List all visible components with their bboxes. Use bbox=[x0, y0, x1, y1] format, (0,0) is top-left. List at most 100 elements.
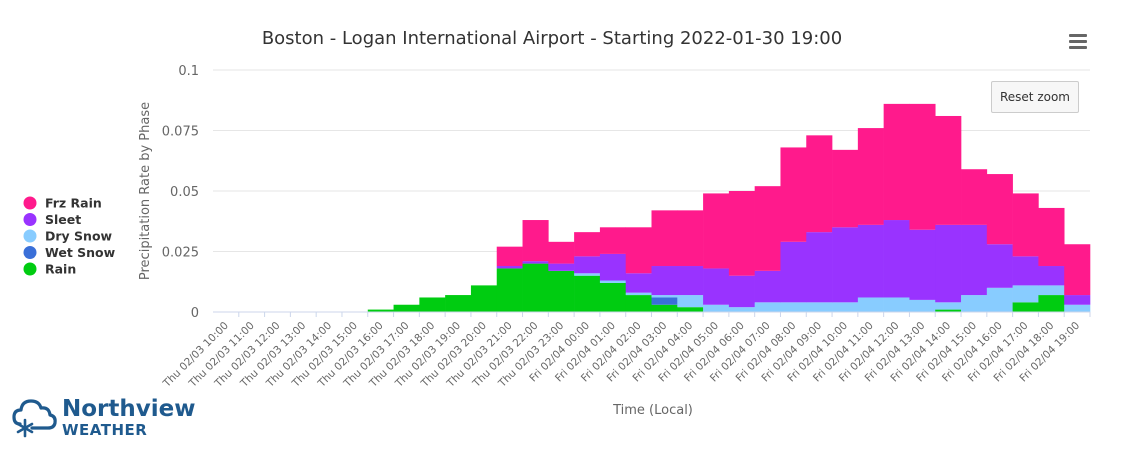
bar-dry-snow[interactable] bbox=[728, 307, 755, 312]
bar-frz-rain[interactable] bbox=[883, 103, 910, 221]
bar-frz-rain[interactable] bbox=[986, 174, 1013, 245]
bar-rain[interactable] bbox=[393, 304, 420, 312]
legend-item-sleet[interactable]: Sleet bbox=[23, 212, 82, 227]
bar-frz-rain[interactable] bbox=[677, 210, 704, 267]
bar-sleet[interactable] bbox=[1038, 266, 1065, 286]
bar-frz-rain[interactable] bbox=[780, 147, 807, 242]
bar-sleet[interactable] bbox=[1064, 295, 1091, 305]
bar-dry-snow[interactable] bbox=[883, 297, 910, 312]
legend-label: Frz Rain bbox=[45, 196, 102, 211]
bar-dry-snow[interactable] bbox=[651, 295, 678, 298]
bar-frz-rain[interactable] bbox=[625, 227, 652, 274]
legend-item-frz-rain[interactable]: Frz Rain bbox=[23, 196, 102, 211]
bar-sleet[interactable] bbox=[857, 224, 884, 298]
bar-dry-snow[interactable] bbox=[1064, 304, 1091, 312]
bar-sleet[interactable] bbox=[832, 227, 859, 303]
bar-rain[interactable] bbox=[1038, 295, 1065, 312]
bar-dry-snow[interactable] bbox=[1012, 285, 1039, 303]
bar-dry-snow[interactable] bbox=[574, 273, 601, 276]
bar-sleet[interactable] bbox=[496, 266, 523, 269]
bar-rain[interactable] bbox=[419, 297, 446, 312]
bar-dry-snow[interactable] bbox=[986, 287, 1013, 312]
bar-frz-rain[interactable] bbox=[961, 169, 988, 225]
bar-frz-rain[interactable] bbox=[522, 220, 549, 262]
reset-zoom-button[interactable]: Reset zoom bbox=[991, 81, 1079, 113]
chart-title: Boston - Logan International Airport - S… bbox=[262, 28, 842, 49]
bar-dry-snow[interactable] bbox=[832, 302, 859, 312]
bar-rain[interactable] bbox=[470, 285, 498, 312]
bar-dry-snow[interactable] bbox=[909, 299, 936, 312]
bar-sleet[interactable] bbox=[548, 263, 575, 271]
bar-dry-snow[interactable] bbox=[1038, 285, 1065, 296]
legend-item-dry-snow[interactable]: Dry Snow bbox=[23, 229, 113, 244]
bar-frz-rain[interactable] bbox=[754, 186, 781, 271]
bar-dry-snow[interactable] bbox=[625, 292, 652, 296]
bar-sleet[interactable] bbox=[986, 244, 1013, 288]
bar-sleet[interactable] bbox=[909, 229, 936, 300]
legend-item-rain[interactable]: Rain bbox=[23, 262, 77, 277]
bar-rain[interactable] bbox=[935, 309, 962, 312]
bar-sleet[interactable] bbox=[806, 232, 833, 303]
bar-rain[interactable] bbox=[625, 295, 652, 312]
bar-frz-rain[interactable] bbox=[832, 149, 859, 228]
bar-rain[interactable] bbox=[1012, 302, 1039, 312]
bar-series bbox=[367, 103, 1091, 312]
bar-sleet[interactable] bbox=[599, 253, 627, 281]
bar-dry-snow[interactable] bbox=[599, 280, 627, 283]
bar-wet-snow[interactable] bbox=[651, 297, 678, 305]
bar-dry-snow[interactable] bbox=[754, 302, 781, 312]
bar-dry-snow[interactable] bbox=[677, 295, 704, 308]
bar-frz-rain[interactable] bbox=[703, 193, 730, 269]
bar-sleet[interactable] bbox=[728, 275, 755, 308]
bar-frz-rain[interactable] bbox=[1038, 207, 1065, 267]
legend-label: Dry Snow bbox=[45, 229, 113, 244]
bar-sleet[interactable] bbox=[935, 224, 962, 303]
bar-frz-rain[interactable] bbox=[1064, 244, 1091, 296]
bar-dry-snow[interactable] bbox=[961, 295, 988, 312]
bar-dry-snow[interactable] bbox=[857, 297, 884, 312]
bar-frz-rain[interactable] bbox=[728, 191, 755, 276]
hamburger-icon-line bbox=[1069, 34, 1087, 37]
bar-dry-snow[interactable] bbox=[935, 302, 962, 310]
bar-sleet[interactable] bbox=[677, 266, 704, 296]
bar-frz-rain[interactable] bbox=[548, 241, 575, 264]
bar-dry-snow[interactable] bbox=[806, 302, 833, 312]
bar-sleet[interactable] bbox=[522, 261, 549, 264]
bar-sleet[interactable] bbox=[703, 268, 730, 305]
bar-sleet[interactable] bbox=[754, 270, 781, 303]
bar-frz-rain[interactable] bbox=[599, 227, 627, 254]
bar-frz-rain[interactable] bbox=[806, 135, 833, 233]
bar-rain[interactable] bbox=[522, 263, 549, 312]
bar-dry-snow[interactable] bbox=[703, 304, 730, 312]
bar-frz-rain[interactable] bbox=[935, 115, 962, 225]
bar-sleet[interactable] bbox=[1012, 256, 1039, 286]
legend-marker bbox=[23, 196, 37, 210]
bar-rain[interactable] bbox=[651, 304, 678, 312]
cloud-snowflake-icon bbox=[12, 399, 57, 438]
bar-frz-rain[interactable] bbox=[651, 210, 678, 267]
bar-sleet[interactable] bbox=[780, 241, 807, 303]
bar-rain[interactable] bbox=[574, 275, 601, 312]
bar-frz-rain[interactable] bbox=[496, 246, 523, 267]
bar-rain[interactable] bbox=[677, 307, 704, 312]
bar-rain[interactable] bbox=[548, 270, 575, 312]
bar-sleet[interactable] bbox=[574, 256, 601, 274]
bar-rain[interactable] bbox=[496, 268, 523, 312]
bar-frz-rain[interactable] bbox=[1012, 193, 1039, 257]
legend-item-wet-snow[interactable]: Wet Snow bbox=[23, 245, 116, 260]
legend-label: Rain bbox=[45, 262, 76, 277]
bar-sleet[interactable] bbox=[651, 266, 678, 296]
bar-frz-rain[interactable] bbox=[909, 103, 936, 230]
bar-sleet[interactable] bbox=[883, 220, 910, 298]
bar-sleet[interactable] bbox=[961, 224, 988, 296]
bar-rain[interactable] bbox=[599, 282, 627, 312]
bar-frz-rain[interactable] bbox=[857, 128, 884, 225]
bar-rain[interactable] bbox=[445, 295, 472, 312]
bar-rain[interactable] bbox=[367, 309, 394, 312]
chart-menu-button[interactable] bbox=[1066, 30, 1090, 52]
y-tick-label: 0.05 bbox=[170, 185, 199, 200]
bar-sleet[interactable] bbox=[625, 273, 652, 293]
bar-frz-rain[interactable] bbox=[574, 232, 601, 257]
bar-dry-snow[interactable] bbox=[780, 302, 807, 312]
